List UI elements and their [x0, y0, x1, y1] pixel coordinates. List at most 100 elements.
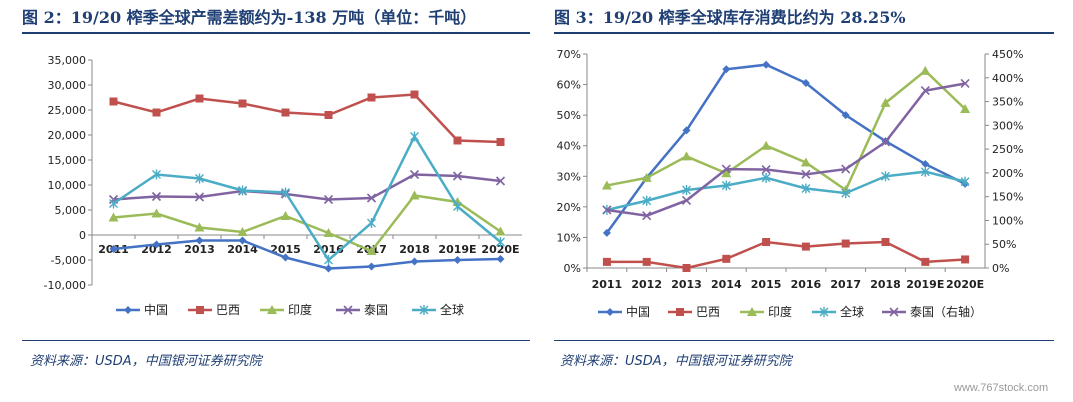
legend-swatch-marker [889, 307, 899, 317]
y-tick-label: 40% [557, 140, 581, 153]
legend-swatch-marker [343, 305, 353, 315]
legend-label: 印度 [768, 304, 792, 319]
series-line-泰国 [113, 173, 501, 201]
data-point [452, 171, 463, 181]
divider-line [554, 340, 1054, 341]
data-point [801, 183, 811, 194]
data-point [367, 262, 376, 271]
data-point [409, 190, 420, 200]
legend-label: 巴西 [696, 305, 720, 319]
data-point [841, 111, 850, 120]
y-tick-label: -10,000 [44, 279, 86, 292]
data-point [238, 185, 247, 196]
y2-tick-label: 450% [992, 48, 1023, 61]
data-point [602, 257, 611, 266]
x-tick-label: 2015 [270, 243, 301, 256]
data-point [682, 126, 691, 135]
data-point [881, 238, 890, 247]
data-point [453, 201, 462, 212]
data-point [152, 240, 161, 249]
divider-line [22, 340, 530, 341]
data-point [409, 169, 420, 180]
chart-title-left: 图 2：19/20 榨季全球产需差额约为-138 万吨（单位：千吨） [22, 8, 477, 27]
y2-tick-label: 50% [992, 238, 1016, 251]
legend-swatch-marker [196, 306, 204, 314]
data-point [920, 65, 931, 75]
y-tick-label: 10% [557, 231, 581, 244]
data-point [642, 195, 652, 206]
data-point [367, 93, 376, 102]
data-point [880, 137, 891, 147]
data-point [281, 187, 290, 198]
data-point [801, 79, 810, 88]
series-line-泰国（右轴） [606, 82, 966, 217]
data-point [496, 237, 505, 247]
x-tick-label: 2016 [791, 278, 822, 291]
data-point [602, 205, 612, 215]
data-point [194, 222, 205, 232]
x-tick-label: 2014 [227, 243, 258, 256]
data-point [324, 111, 333, 119]
data-point [800, 157, 811, 167]
data-point [721, 164, 731, 174]
data-point [921, 257, 930, 266]
series-line-全球 [112, 133, 502, 262]
data-point [682, 264, 691, 272]
data-point [495, 226, 506, 236]
legend-swatch-marker [819, 307, 829, 317]
stock-to-use-ratio-chart: 0% 10% 20% 30% 40% 50% 60% 70% 0% 50% 100% 150% 200%… [557, 48, 1024, 319]
data-point [960, 104, 971, 114]
y2-tick-label: 250% [992, 143, 1023, 156]
data-point [761, 140, 772, 150]
legend-label: 印度 [288, 302, 312, 317]
data-point [323, 194, 334, 205]
data-point [841, 239, 850, 248]
y2-tick-label: 0% [992, 262, 1009, 275]
data-point [602, 228, 611, 237]
y-tick-label: 30% [557, 170, 581, 183]
data-point [194, 192, 205, 202]
series-line-中国 [113, 239, 501, 270]
y2-tick-label: 400% [992, 72, 1023, 85]
data-point [960, 78, 970, 89]
data-point [496, 138, 505, 146]
chart-title-right: 图 3：19/20 榨季全球库存消费比约为 28.25% [554, 8, 906, 27]
data-point [642, 211, 652, 221]
y-tick-label: 15,000 [48, 154, 87, 167]
data-point [152, 169, 161, 180]
x-tick-label: 2020E [946, 278, 984, 291]
x-tick-label: 2012 [631, 278, 662, 291]
data-point [367, 218, 376, 228]
data-point [109, 245, 118, 253]
y-tick-label: 20,000 [48, 129, 87, 142]
data-point [195, 173, 204, 184]
legend-label: 全球 [840, 304, 864, 319]
y-tick-label: 5,000 [55, 204, 87, 217]
data-point [495, 176, 506, 186]
y2-tick-label: 100% [992, 214, 1023, 227]
x-tick-label: 2018 [870, 278, 901, 291]
data-point [761, 172, 771, 183]
data-point [237, 227, 248, 236]
watermark: www.767stock.com [954, 382, 1049, 394]
legend-swatch-marker [606, 308, 614, 316]
source-note-left: 资料来源：USDA，中国银河证券研究院 [30, 354, 262, 369]
data-point [961, 255, 970, 264]
series-line-印度 [606, 69, 966, 192]
data-point [323, 228, 334, 237]
legend-label: 中国 [144, 302, 168, 317]
y2-tick-label: 300% [992, 119, 1023, 132]
y-tick-label: 50% [557, 109, 581, 122]
data-point [722, 65, 731, 74]
data-point [721, 168, 732, 178]
series-line-巴西 [113, 93, 501, 144]
y-tick-label: 20% [557, 201, 581, 214]
legend-label: 泰国 [364, 303, 388, 317]
data-point [366, 193, 377, 203]
y-tick-label: 10,000 [48, 179, 87, 192]
data-point [410, 131, 419, 142]
y-tick-label: 0 [79, 229, 86, 242]
series-line-中国 [605, 63, 966, 234]
legend-label: 全球 [440, 302, 464, 317]
legend-swatch-marker [267, 305, 277, 314]
